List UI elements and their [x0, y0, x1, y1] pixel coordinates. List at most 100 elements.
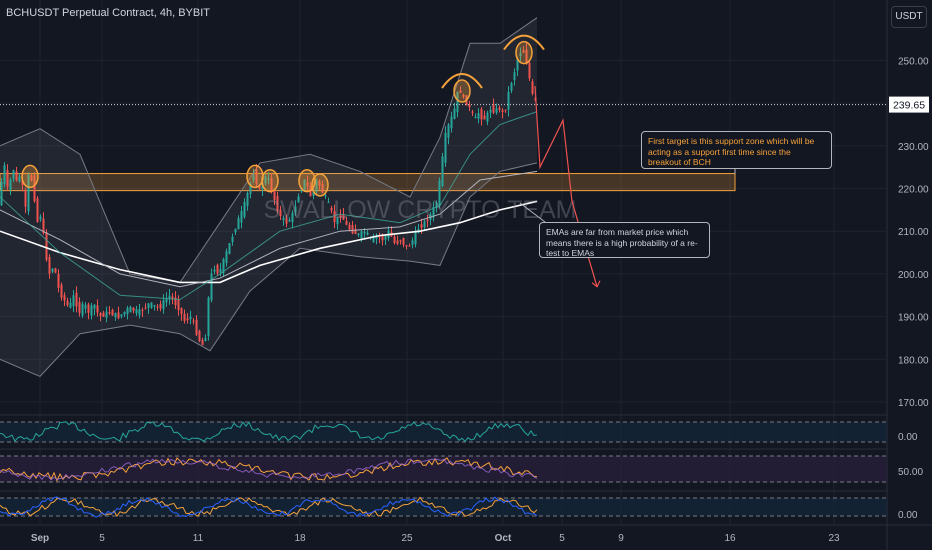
- candle-body: [117, 312, 120, 319]
- candle-body: [60, 284, 63, 298]
- candle-body: [426, 219, 429, 222]
- candle-body: [189, 316, 192, 320]
- candle-body: [69, 302, 72, 308]
- time-axis[interactable]: Sep 5 11 18 25 Oct 5 9 16 23: [31, 533, 840, 544]
- candle-body: [393, 236, 396, 243]
- candle-body: [42, 218, 45, 234]
- candle-body: [288, 219, 291, 222]
- candle-body: [510, 83, 513, 91]
- highlighted-high: [298, 168, 316, 193]
- candle-body: [456, 91, 459, 113]
- candle-body: [276, 195, 279, 211]
- ema-slow-line: [0, 200, 538, 284]
- candle-body: [222, 258, 225, 274]
- highlighted-highs: [21, 40, 533, 197]
- last-price-label: 239.65: [893, 100, 925, 112]
- price-tick-label: 180.00: [898, 355, 929, 366]
- candle-body: [240, 211, 243, 223]
- candle-body: [246, 192, 249, 206]
- price-tick-label: 200.00: [898, 270, 929, 281]
- bb-lower-line: [0, 162, 538, 377]
- candle-body: [339, 215, 342, 218]
- candle-body: [279, 209, 282, 217]
- candle-body: [300, 189, 303, 192]
- candle-body: [336, 217, 339, 224]
- candle-body: [213, 269, 216, 272]
- currency-button[interactable]: USDT: [891, 6, 927, 28]
- candle-body: [48, 257, 51, 274]
- candle-body: [63, 295, 66, 301]
- candle-body: [36, 198, 39, 222]
- candle-body: [54, 268, 57, 273]
- candle-body: [531, 81, 534, 94]
- candle-body: [105, 311, 108, 318]
- time-tick-label: 11: [193, 533, 204, 544]
- annotation-support-zone-text: First target is this support zone which …: [648, 136, 815, 167]
- candle-body: [174, 297, 177, 306]
- candle-body: [444, 132, 447, 163]
- time-tick-label: 18: [294, 533, 306, 544]
- candle-body: [360, 231, 363, 239]
- candle-body: [408, 245, 411, 247]
- watermark-text: SWALLOW CRYPTO TEAM: [263, 196, 576, 224]
- candle-body: [414, 231, 417, 245]
- time-tick-label: 5: [559, 533, 565, 544]
- candle-body: [123, 311, 126, 315]
- candle-body: [120, 314, 123, 317]
- candle-body: [504, 109, 507, 111]
- candle-body: [459, 90, 462, 93]
- candle-body: [252, 175, 255, 181]
- candle-body: [453, 108, 456, 119]
- candle-body: [480, 109, 483, 120]
- candle-body: [495, 108, 498, 113]
- double-top-arc: [441, 73, 483, 89]
- candle-body: [384, 235, 387, 240]
- price-tick-label: 210.00: [898, 227, 929, 238]
- candle-body: [528, 62, 531, 79]
- candle-body: [12, 170, 15, 179]
- candle-body: [423, 221, 426, 228]
- candle-body: [267, 178, 270, 181]
- candle-body: [156, 306, 159, 308]
- indicator-panes: 0.00 50.00 0.00: [0, 414, 923, 521]
- candle-body: [348, 224, 351, 230]
- bb-upper-line: [0, 17, 538, 283]
- candle-body: [168, 295, 171, 299]
- candle-body: [483, 115, 486, 120]
- candle-body: [321, 183, 324, 193]
- candle-body: [324, 195, 327, 197]
- candle-body: [84, 304, 87, 309]
- candle-body: [342, 214, 345, 220]
- candle-body: [366, 232, 369, 235]
- annotation-ema-retest[interactable]: EMAs are far from market price which mea…: [539, 222, 710, 258]
- candle-body: [108, 312, 111, 314]
- pane-level-label: 0.00: [898, 510, 918, 521]
- highlighted-high: [246, 164, 264, 189]
- price-tick-label: 190.00: [898, 313, 929, 324]
- candle-body: [129, 306, 132, 313]
- oscillator-line: [0, 421, 538, 443]
- candle-body: [3, 165, 6, 185]
- candle-body: [231, 236, 234, 243]
- candle-body: [507, 91, 510, 110]
- projection-arrowhead: [591, 280, 601, 288]
- candle-body: [114, 312, 117, 318]
- candle-body: [489, 109, 492, 113]
- candle-body: [330, 207, 333, 211]
- candle-body: [111, 309, 114, 316]
- candle-body: [144, 307, 147, 309]
- candle-body: [270, 178, 273, 192]
- candle-body: [87, 304, 90, 313]
- candle-body: [183, 314, 186, 321]
- candle-body: [6, 170, 9, 187]
- candle-body: [477, 113, 480, 119]
- oscillator-signal-line: [0, 496, 538, 518]
- annotation-support-zone[interactable]: First target is this support zone which …: [641, 131, 832, 169]
- candle-body: [234, 229, 237, 233]
- pane-level-label: 0.00: [898, 432, 918, 443]
- support-zone: [0, 173, 736, 192]
- candlesticks: [0, 42, 537, 346]
- candle-body: [306, 182, 309, 187]
- ema-mid-line: [0, 170, 538, 288]
